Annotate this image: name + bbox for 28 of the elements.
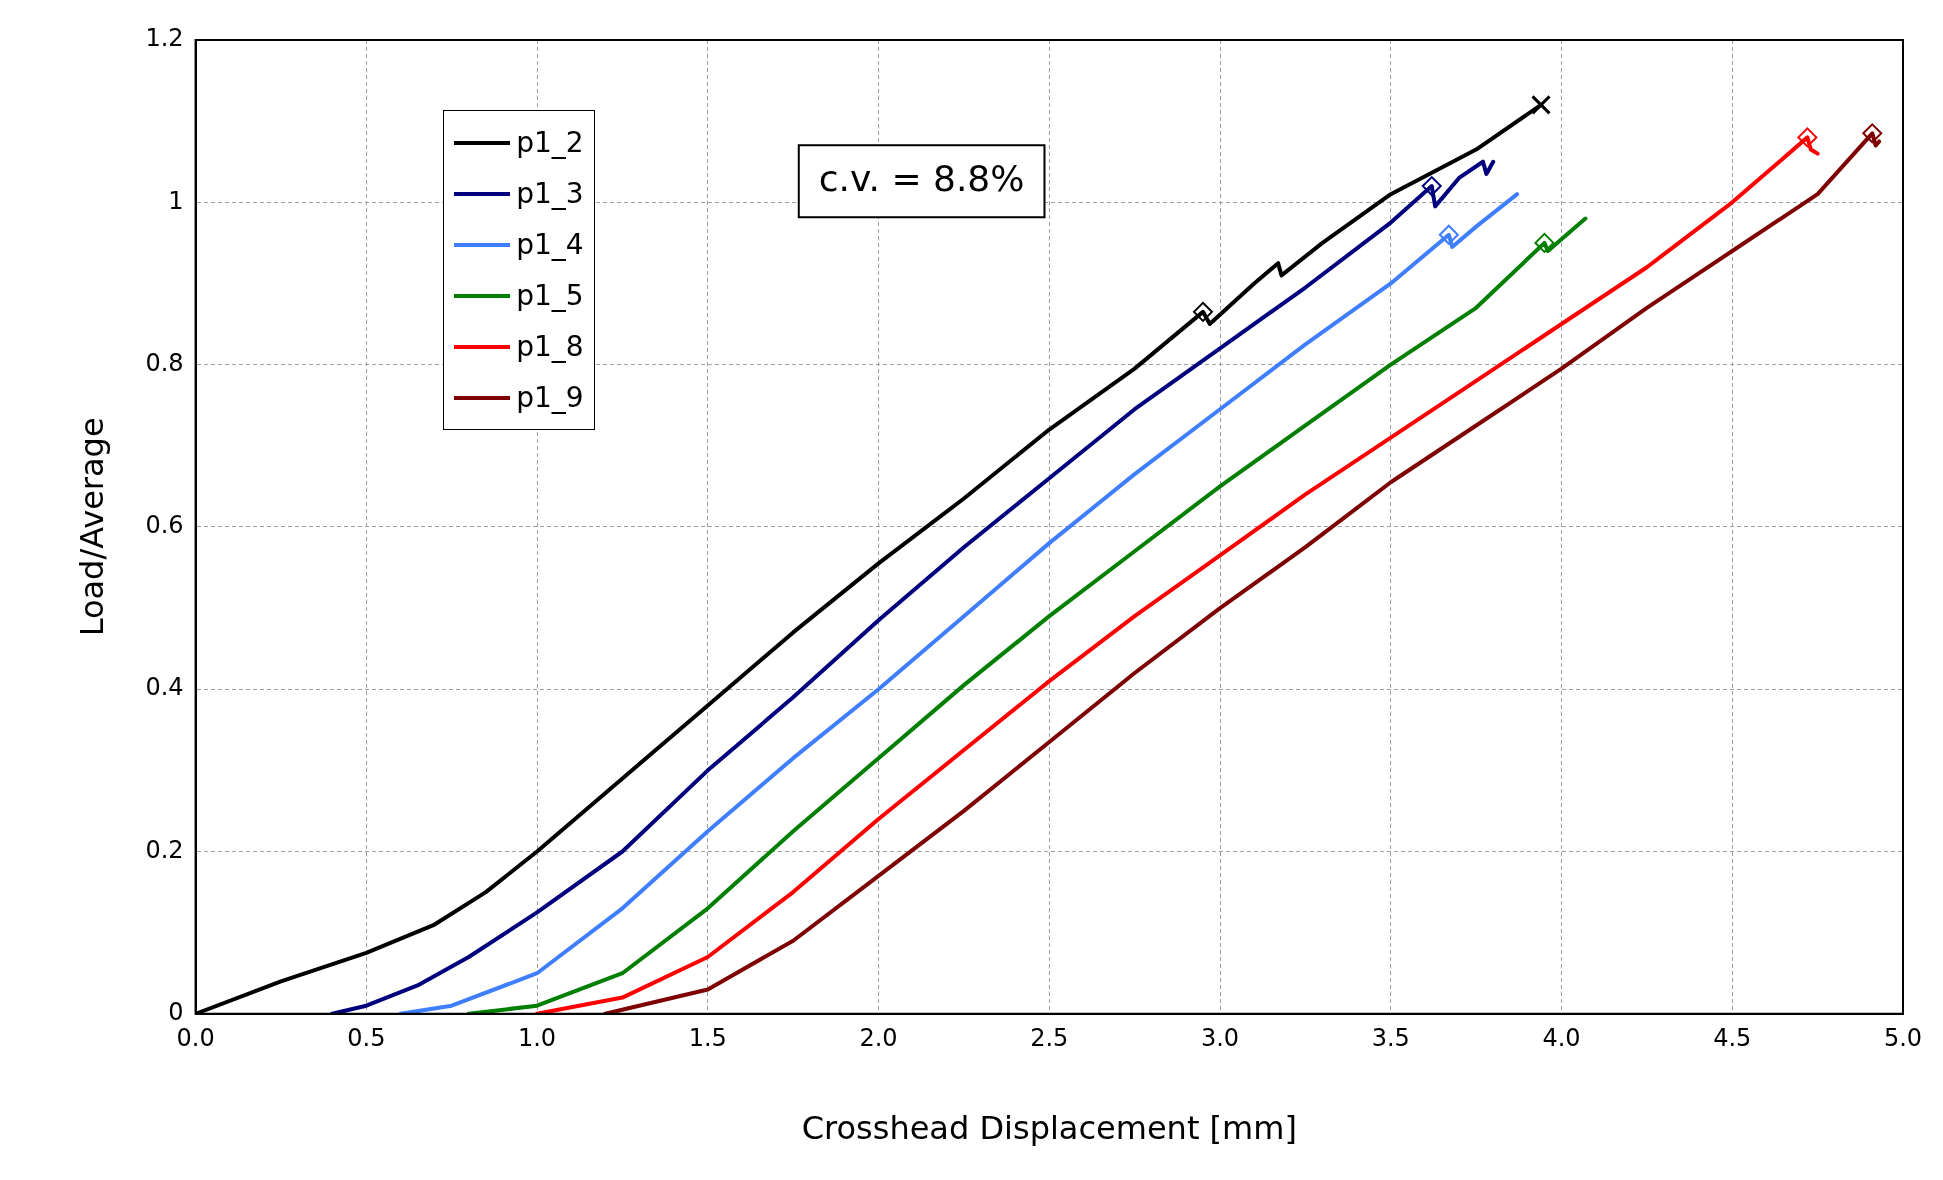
x-tick-label: 2.5	[1030, 1024, 1069, 1053]
y-tick-label: 0.6	[145, 511, 184, 540]
x-tick-label: 1.5	[688, 1024, 727, 1053]
legend-label: p1_4	[516, 228, 584, 261]
x-tick-label: 5.0	[1883, 1024, 1923, 1053]
y-tick-label: 0.8	[145, 348, 184, 377]
x-tick-label: 1.0	[517, 1024, 557, 1053]
y-axis-title: Load/Average	[72, 417, 111, 637]
y-tick-label: 0	[168, 998, 184, 1027]
legend-label: p1_2	[516, 126, 584, 159]
x-tick-label: 3.5	[1371, 1024, 1410, 1053]
y-tick-label: 0.4	[145, 673, 184, 702]
legend-label: p1_5	[516, 279, 584, 312]
y-tick-label: 1	[168, 186, 184, 215]
x-tick-label: 3.0	[1200, 1024, 1240, 1053]
x-tick-label: 4.5	[1713, 1024, 1752, 1053]
x-tick-label: 0.0	[176, 1024, 215, 1053]
legend-label: p1_9	[516, 381, 584, 414]
y-tick-label: 0.2	[145, 835, 184, 864]
x-tick-label: 0.5	[347, 1024, 386, 1053]
legend-label: p1_3	[516, 177, 584, 210]
point	[1531, 94, 1552, 115]
legend-label: p1_8	[516, 330, 584, 363]
x-axis-title: Crosshead Displacement [mm]	[801, 1109, 1297, 1148]
y-tick-label: 1.2	[145, 24, 184, 53]
x-tick-label: 4.0	[1542, 1024, 1581, 1053]
annotation: c.v. = 8.8%	[818, 157, 1025, 199]
x-tick-label: 2.0	[859, 1024, 898, 1053]
